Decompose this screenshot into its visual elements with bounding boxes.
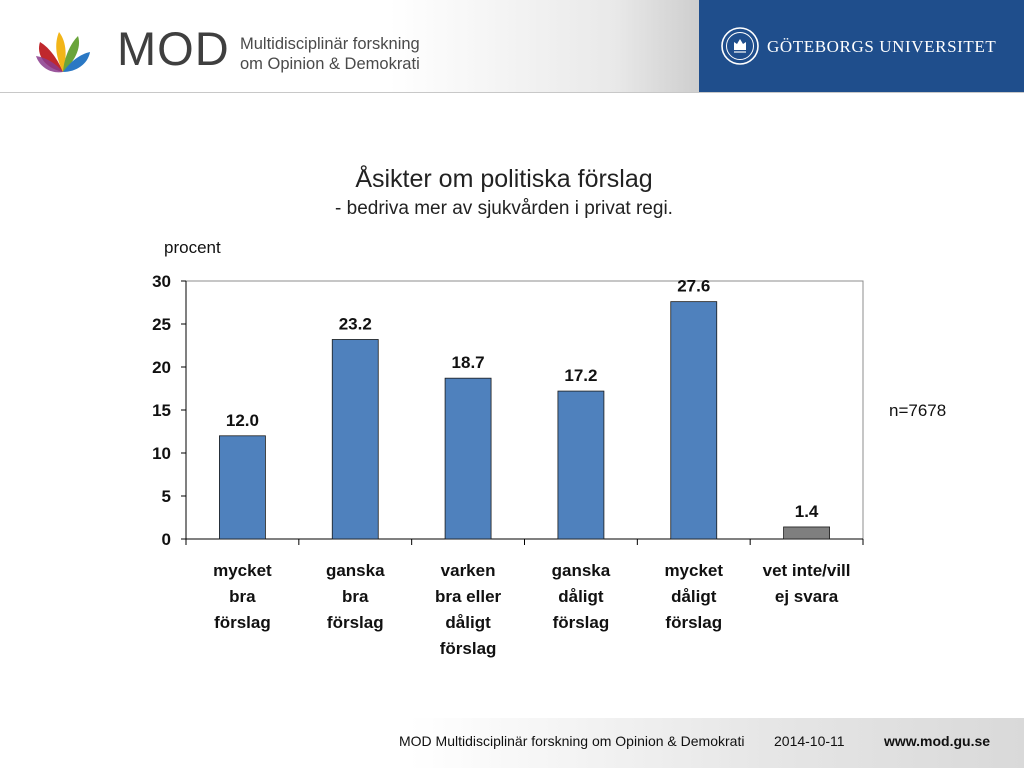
university-seal-icon [721,27,759,65]
mod-brand-wordmark: MOD [117,22,230,75]
bar-value-label: 18.7 [452,353,485,372]
bar [219,435,266,540]
mod-brand-subtitle: Multidisciplinär forskning om Opinion & … [240,34,420,74]
y-axis-label: procent [164,238,221,257]
footer-organization: MOD Multidisciplinär forskning om Opinio… [399,733,745,749]
bar-value-label: 12.0 [226,411,259,430]
x-tick-label: förslag [553,613,610,632]
y-tick-label: 15 [152,401,171,420]
y-tick-label: 30 [152,272,171,291]
plot-area-frame [185,280,864,540]
x-tick-label: dåligt [558,587,604,606]
x-tick-label: mycket [664,561,723,580]
y-tick-label: 0 [162,530,171,549]
y-tick-label: 25 [152,315,171,334]
chart-subtitle: - bedriva mer av sjukvården i privat reg… [335,198,673,219]
x-tick-label: förslag [214,613,271,632]
university-panel: GÖTEBORGS UNIVERSITET [699,0,1024,92]
y-tick-label: 20 [152,358,171,377]
x-tick-label: ganska [326,561,385,580]
y-tick-label: 5 [162,487,171,506]
x-tick-label: mycket [213,561,272,580]
chart-title: Åsikter om politiska förslag [355,165,653,193]
x-tick-label: bra [342,587,369,606]
footer-date: 2014-10-11 [774,733,845,749]
x-tick-label: varken [441,561,496,580]
bar [783,526,830,540]
x-tick-label: ej svara [775,587,839,606]
y-tick-label: 10 [152,444,171,463]
x-tick-label: dåligt [671,587,717,606]
bar-value-label: 27.6 [677,277,710,296]
x-tick-label: förslag [327,613,384,632]
mod-flower-logo-icon [36,32,90,73]
x-tick-label: förslag [440,639,497,658]
bar-value-label: 1.4 [795,502,819,521]
bar [444,377,492,540]
bar-value-label: 17.2 [564,366,597,385]
bar-value-label: 23.2 [339,314,372,333]
sample-size-annotation: n=7678 [889,401,947,420]
mod-subtitle-line2: om Opinion & Demokrati [240,55,420,73]
x-tick-label: förslag [665,613,722,632]
x-tick-label: vet inte/vill [763,561,851,580]
bar [670,301,718,540]
x-tick-label: bra eller [435,587,502,606]
x-tick-label: bra [229,587,256,606]
bar [557,390,605,540]
x-tick-label: dåligt [445,613,491,632]
footer-website-link[interactable]: www.mod.gu.se [884,733,991,749]
footer-bar [0,718,1024,768]
mod-subtitle-line1: Multidisciplinär forskning [240,35,420,53]
bar [331,339,379,540]
university-name: GÖTEBORGS UNIVERSITET [767,37,997,56]
x-tick-label: ganska [552,561,611,580]
header-banner: MOD Multidisciplinär forskning om Opinio… [0,0,1024,93]
